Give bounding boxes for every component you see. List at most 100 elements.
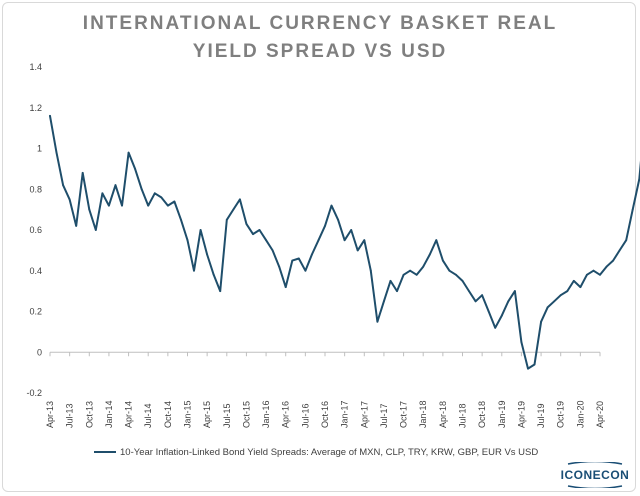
chart-legend: 10-Year Inflation-Linked Bond Yield Spre…	[94, 444, 538, 460]
x-tick-label: Jan-15	[183, 400, 193, 428]
data-point	[193, 269, 195, 272]
data-point	[599, 273, 601, 276]
x-tick-label: Jul-13	[65, 403, 75, 428]
chart-title: INTERNATIONAL CURRENCY BASKET REAL YIELD…	[0, 10, 640, 66]
data-point	[167, 204, 169, 207]
y-tick-label: -0.2	[26, 388, 42, 398]
y-tick-label: 1	[37, 144, 42, 154]
legend-series-label: 10-Year Inflation-Linked Bond Yield Spre…	[120, 446, 539, 458]
x-tick-label: Oct-16	[320, 401, 330, 428]
data-point	[415, 273, 418, 276]
x-tick-label: Apr-16	[281, 401, 291, 428]
data-point	[121, 204, 123, 207]
data-point	[160, 196, 163, 199]
data-point	[605, 265, 608, 268]
data-point	[474, 300, 477, 303]
x-tick-label: Jul-17	[379, 403, 389, 428]
x-tick-label: Oct-19	[556, 401, 566, 428]
y-tick-label: 0.8	[29, 184, 42, 194]
x-tick-label: Oct-13	[84, 401, 94, 428]
chart-frame	[2, 2, 636, 492]
data-point	[212, 273, 215, 276]
legend-line-swatch	[94, 451, 116, 453]
data-point	[369, 269, 372, 272]
x-tick-label: Jul-14	[143, 403, 153, 428]
data-point	[356, 249, 359, 252]
data-point	[153, 192, 156, 195]
data-point	[461, 280, 464, 282]
brand-logo: ICONECON	[560, 460, 630, 490]
data-point	[49, 115, 51, 117]
data-point	[500, 314, 503, 317]
data-point	[265, 239, 267, 242]
x-tick-label: Oct-14	[163, 401, 173, 428]
x-tick-label: Jan-17	[340, 400, 350, 428]
x-tick-label: Oct-17	[399, 401, 409, 428]
x-tick-label: Jan-14	[104, 400, 114, 428]
x-tick-label: Apr-15	[202, 401, 212, 428]
data-point	[278, 265, 281, 268]
data-point	[337, 218, 339, 221]
data-point	[592, 269, 595, 272]
data-point	[363, 239, 366, 242]
data-point	[232, 208, 235, 211]
y-tick-label: 1.4	[29, 62, 42, 72]
y-tick-label: 1.2	[29, 103, 42, 113]
data-point	[225, 218, 228, 221]
data-point	[409, 269, 411, 272]
data-point	[468, 290, 470, 292]
data-point	[572, 280, 575, 282]
data-point	[271, 249, 274, 252]
data-point	[520, 341, 523, 343]
x-tick-label: Jan-16	[261, 400, 271, 428]
data-point	[422, 265, 425, 268]
data-point	[455, 273, 457, 276]
data-point	[297, 257, 300, 260]
data-point	[559, 294, 562, 297]
data-point	[258, 229, 261, 231]
data-point	[540, 320, 542, 323]
x-tick-label: Apr-20	[595, 401, 605, 428]
x-tick-label: Oct-18	[477, 401, 487, 428]
x-tick-label: Oct-15	[241, 401, 251, 428]
data-point	[173, 200, 176, 203]
x-tick-label: Jan-19	[497, 400, 507, 428]
data-point	[428, 253, 431, 256]
data-point	[147, 204, 150, 207]
data-point	[311, 253, 313, 256]
series-line	[49, 114, 640, 370]
x-tick-label: Apr-19	[516, 401, 526, 428]
x-tick-label: Jan-18	[418, 400, 428, 428]
data-point	[566, 290, 569, 292]
data-point	[625, 239, 628, 242]
data-point	[245, 223, 248, 225]
x-tick-label: Jan-20	[575, 400, 585, 428]
x-tick-label: Apr-14	[124, 401, 134, 428]
data-point	[586, 273, 588, 276]
x-tick-label: Jul-15	[222, 403, 232, 428]
plot-area	[49, 114, 640, 370]
data-point	[180, 218, 182, 221]
data-point	[553, 300, 556, 303]
data-point	[134, 168, 137, 170]
data-point	[494, 326, 497, 329]
data-point	[68, 198, 71, 201]
data-point	[252, 233, 254, 236]
data-point	[376, 320, 379, 323]
data-point	[612, 259, 614, 262]
data-point	[206, 253, 209, 256]
data-point	[507, 300, 510, 303]
x-tick-label: Apr-17	[359, 401, 369, 428]
data-point	[514, 290, 516, 292]
logo-text: ICONECON	[560, 468, 630, 482]
data-point	[527, 367, 529, 370]
x-tick-label: Jul-16	[300, 403, 310, 428]
data-point	[343, 239, 346, 242]
data-point	[402, 273, 405, 276]
data-point	[88, 208, 91, 211]
data-point	[81, 172, 84, 174]
y-axis-ticks: 1.4 1.2 1 0.8 0.6 0.4 0.2 0 -0.2	[26, 62, 42, 398]
y-tick-label: 0.2	[29, 307, 42, 317]
data-point	[442, 259, 444, 262]
